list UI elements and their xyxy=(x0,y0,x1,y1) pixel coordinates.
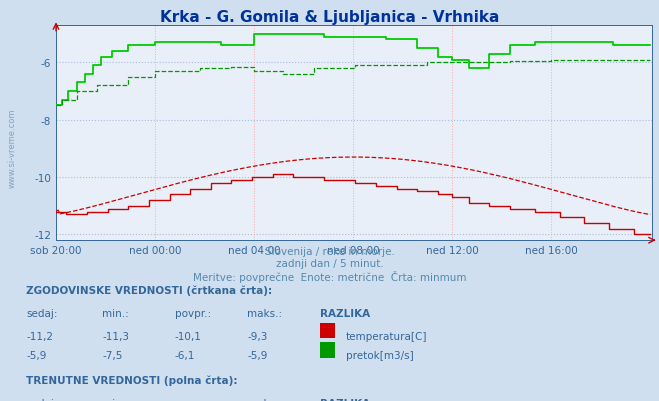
Text: -10,1: -10,1 xyxy=(175,331,202,341)
Text: -5,9: -5,9 xyxy=(247,350,268,360)
Text: povpr.:: povpr.: xyxy=(175,308,211,318)
Text: zadnji dan / 5 minut.: zadnji dan / 5 minut. xyxy=(275,259,384,269)
Text: RAZLIKA: RAZLIKA xyxy=(320,398,370,401)
Text: min.:: min.: xyxy=(102,398,129,401)
Text: www.si-vreme.com: www.si-vreme.com xyxy=(8,109,17,188)
Text: min.:: min.: xyxy=(102,308,129,318)
Text: Krka - G. Gomila & Ljubljanica - Vrhnika: Krka - G. Gomila & Ljubljanica - Vrhnika xyxy=(160,10,499,25)
Text: Meritve: povprečne  Enote: metrične  Črta: minmum: Meritve: povprečne Enote: metrične Črta:… xyxy=(192,271,467,283)
Text: sedaj:: sedaj: xyxy=(26,398,58,401)
Text: -9,3: -9,3 xyxy=(247,331,268,341)
Text: povpr.:: povpr.: xyxy=(175,398,211,401)
Text: temperatura[C]: temperatura[C] xyxy=(346,331,428,341)
Text: ZGODOVINSKE VREDNOSTI (črtkana črta):: ZGODOVINSKE VREDNOSTI (črtkana črta): xyxy=(26,285,272,295)
Text: sedaj:: sedaj: xyxy=(26,308,58,318)
Text: pretok[m3/s]: pretok[m3/s] xyxy=(346,350,414,360)
Text: -6,1: -6,1 xyxy=(175,350,195,360)
Text: -11,2: -11,2 xyxy=(26,331,53,341)
Text: -7,5: -7,5 xyxy=(102,350,123,360)
Text: TRENUTNE VREDNOSTI (polna črta):: TRENUTNE VREDNOSTI (polna črta): xyxy=(26,375,238,385)
Text: maks.:: maks.: xyxy=(247,308,282,318)
Text: RAZLIKA: RAZLIKA xyxy=(320,308,370,318)
Text: maks.:: maks.: xyxy=(247,398,282,401)
Text: -5,9: -5,9 xyxy=(26,350,47,360)
Text: Slovenija / reke in morje.: Slovenija / reke in morje. xyxy=(264,247,395,257)
Text: -11,3: -11,3 xyxy=(102,331,129,341)
